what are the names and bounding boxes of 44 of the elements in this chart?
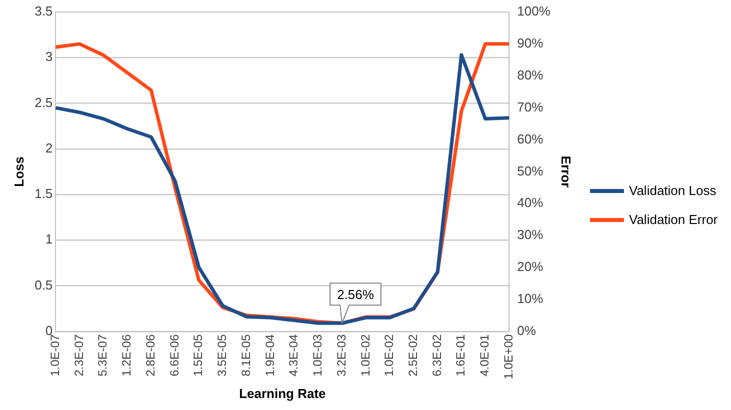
- y-tick-label: 3: [45, 49, 53, 64]
- y2-tick-label: 40%: [517, 195, 544, 210]
- x-tick-label: 2.8E-06: [143, 334, 158, 376]
- x-tick-label: 8.1E-05: [238, 334, 253, 376]
- x-tick-label: 1.5E-05: [191, 334, 206, 376]
- data-label: 2.56%: [337, 286, 374, 302]
- x-tick-label: 1.6E-01: [454, 334, 468, 376]
- y2-tick-label: 80%: [517, 67, 544, 82]
- y-tick-label: 1: [45, 232, 53, 247]
- y2-tick-label: 0%: [517, 322, 536, 338]
- x-tick-label: 4.0E-01: [478, 334, 492, 376]
- x-tick-label: 1.0E-02: [358, 334, 372, 376]
- x-tick-label: 3.5E-05: [215, 334, 230, 376]
- x-tick-label: 2.3E-07: [72, 334, 86, 376]
- y-tick-label: 3.5: [34, 4, 53, 19]
- y2-tick-label: 100%: [517, 4, 551, 19]
- y2-tick-label: 10%: [517, 291, 544, 306]
- y-tick-label: 0.5: [34, 277, 53, 292]
- y2-tick-label: 60%: [517, 131, 544, 146]
- y2-tick-label: 70%: [517, 99, 544, 114]
- y-axis-title: Loss: [11, 156, 26, 187]
- x-tick-label: 1.0E-03: [310, 334, 325, 376]
- y-tick-label: 1.5: [34, 186, 53, 202]
- x-tick-label: 3.2E-03: [334, 334, 348, 376]
- y2-tick-label: 90%: [517, 36, 544, 51]
- y-tick-label: 2: [45, 140, 53, 156]
- y2-tick-label: 20%: [517, 259, 544, 274]
- y2-axis-title: Error: [558, 156, 574, 188]
- x-tick-label: 5.3E-07: [96, 334, 110, 376]
- x-tick-label: 1.0E-07: [48, 334, 62, 376]
- x-tick-label: 1.0E-02: [382, 334, 396, 376]
- x-tick-label: 1.2E-06: [120, 334, 134, 376]
- legend-label: Validation Loss: [629, 183, 716, 198]
- x-tick-label: 1.9E-04: [262, 334, 277, 376]
- y2-tick-label: 50%: [517, 163, 544, 178]
- legend-label: Validation Error: [629, 212, 718, 227]
- x-tick-label: 2.5E-02: [406, 334, 420, 376]
- x-axis-title: Learning Rate: [239, 386, 326, 401]
- x-tick-label: 4.3E-04: [286, 334, 301, 376]
- y2-tick-label: 30%: [517, 227, 544, 242]
- x-tick-label: 1.0E+00: [501, 334, 516, 380]
- x-tick-label: 6.3E-02: [430, 334, 444, 376]
- y-tick-label: 2.5: [34, 94, 53, 110]
- x-tick-label: 6.6E-06: [167, 334, 182, 376]
